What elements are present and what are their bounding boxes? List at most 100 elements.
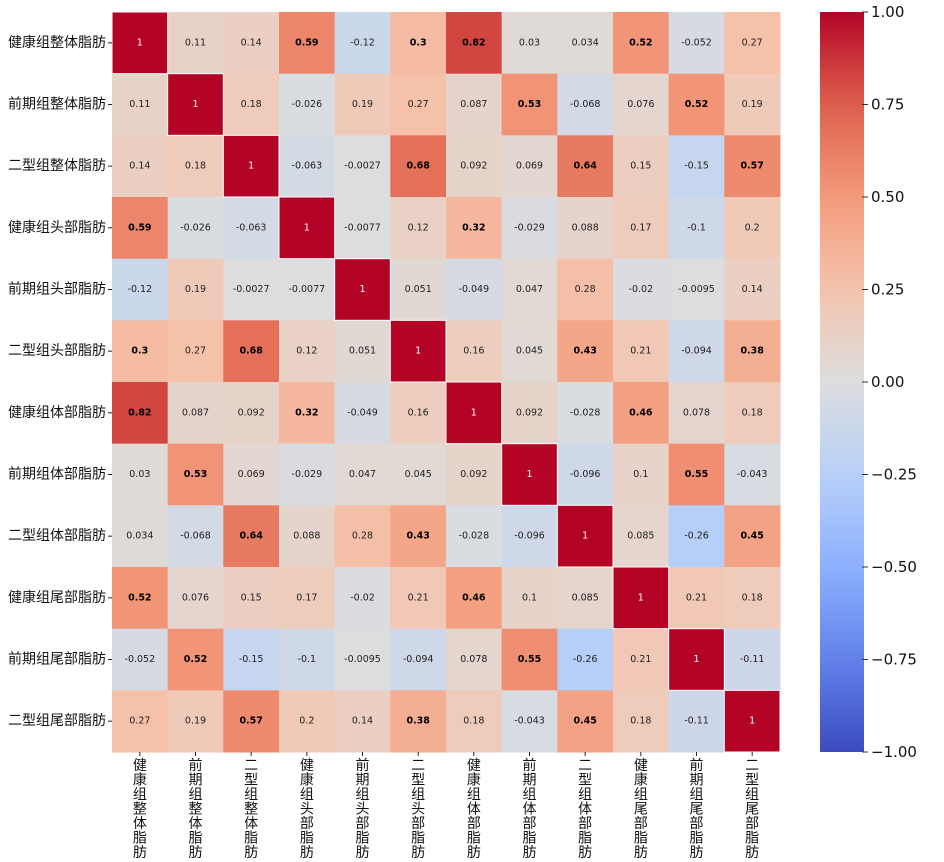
- heatmap-cell: [112, 443, 169, 506]
- heatmap-cell: [557, 73, 614, 136]
- heatmap-cell: [613, 258, 670, 321]
- cell-value-label: -0.094: [403, 654, 434, 665]
- cell-value-label: 0.076: [627, 99, 654, 110]
- heatmap-cell: [334, 12, 391, 75]
- cell-value-label: -0.063: [292, 161, 323, 172]
- cell-value-label: 0.1: [633, 469, 648, 480]
- cell-value-label: -0.0027: [233, 284, 270, 295]
- cell-value-label: 0.52: [184, 654, 207, 665]
- heatmap-cell: [446, 320, 503, 383]
- cell-value-label: 0.03: [129, 469, 150, 480]
- cell-value-label: 0.17: [630, 222, 651, 233]
- heatmap-cell: [557, 567, 614, 630]
- y-tick-label: 二型组整体脂肪: [8, 158, 106, 174]
- heatmap-cell: [279, 73, 336, 136]
- y-tick-label: 前期组头部脂肪: [8, 281, 106, 298]
- x-tick-label: 健康组体部脂肪: [467, 758, 481, 861]
- heatmap-cell: [724, 690, 781, 753]
- diagonal-cell-outline: [334, 258, 391, 321]
- heatmap-cell: [613, 197, 670, 260]
- heatmap-cell: [167, 73, 224, 136]
- cell-value-label: 0.59: [295, 37, 318, 48]
- cell-value-label: 0.19: [185, 716, 206, 727]
- cell-value-label: 0.16: [463, 346, 484, 357]
- x-tick-label: 前期组头部脂肪: [356, 757, 370, 861]
- cell-value-label: 0.2: [745, 222, 760, 233]
- heatmap-cell: [446, 628, 503, 691]
- cell-value-label: -0.029: [292, 469, 323, 480]
- heatmap-cell: [390, 628, 447, 691]
- heatmap-cell: [223, 690, 280, 753]
- cell-value-label: 0.18: [630, 716, 651, 727]
- heatmap-cell: [334, 690, 391, 753]
- cell-value-label: 0.14: [241, 37, 262, 48]
- heatmap-cell: [390, 690, 447, 753]
- x-tick-label: 前期组体部脂肪: [523, 757, 537, 861]
- heatmap-cell: [223, 505, 280, 568]
- y-tick-label: 健康组尾部脂肪: [8, 589, 106, 606]
- cell-value-label: 0.28: [575, 284, 596, 295]
- heatmap-cell: [167, 12, 224, 75]
- heatmap-cell: [724, 628, 781, 691]
- cell-value-label: 0.32: [462, 222, 485, 233]
- cell-value-label: -0.02: [629, 284, 654, 295]
- heatmap-cell: [112, 567, 169, 630]
- cell-value-label: 0.087: [460, 99, 487, 110]
- y-tick-label: 健康组头部脂肪: [8, 219, 106, 236]
- heatmap-cell: [501, 73, 558, 136]
- y-tick-label: 前期组体部脂肪: [8, 466, 106, 483]
- cell-value-label: 0.21: [408, 592, 429, 603]
- x-tick-label: 二型组头部脂肪: [411, 758, 425, 861]
- cell-value-label: 0.092: [460, 161, 487, 172]
- cell-value-label: 0.43: [406, 531, 429, 542]
- heatmap-cell: [668, 320, 725, 383]
- heatmap-cell: [279, 135, 336, 198]
- cell-value-label: 0.18: [185, 161, 206, 172]
- cell-value-label: 0.085: [572, 592, 599, 603]
- heatmap-cell: [557, 320, 614, 383]
- cell-value-label: -0.0077: [288, 284, 325, 295]
- heatmap-cell: [112, 382, 169, 445]
- cell-value-label: -0.12: [128, 284, 153, 295]
- cell-value-label: 0.14: [129, 161, 150, 172]
- colorbar-tick-label: 0.00: [871, 373, 904, 391]
- heatmap-cell: [557, 690, 614, 753]
- heatmap-cell: [724, 135, 781, 198]
- y-tick-label: 二型组头部脂肪: [8, 343, 106, 359]
- cell-value-label: -0.026: [180, 222, 211, 233]
- heatmap-cell: [279, 628, 336, 691]
- cell-value-label: 0.82: [462, 37, 485, 48]
- cell-value-label: -0.0095: [344, 654, 381, 665]
- heatmap-cell: [334, 197, 391, 260]
- cell-value-label: 0.069: [238, 469, 265, 480]
- cell-value-label: -0.049: [347, 407, 378, 418]
- heatmap-cell: [668, 628, 725, 691]
- diagonal-cell-outline: [556, 504, 614, 568]
- heatmap-cell: [223, 628, 280, 691]
- heatmap-cell: [334, 135, 391, 198]
- cell-value-label: 0.11: [129, 99, 150, 110]
- cell-value-label: 0.092: [238, 407, 265, 418]
- y-tick-label: 健康组整体脂肪: [8, 34, 106, 51]
- heatmap-cell: [668, 690, 725, 753]
- cell-value-label: -0.028: [570, 407, 601, 418]
- heatmap-cell: [613, 690, 670, 753]
- cell-value-label: 0.21: [686, 592, 707, 603]
- x-tick-label: 健康组尾部脂肪: [634, 758, 648, 861]
- cell-value-label: -0.052: [125, 654, 156, 665]
- heatmap-cell: [446, 12, 503, 75]
- heatmap-cell: [446, 690, 503, 753]
- heatmap-cell: [223, 320, 280, 383]
- cell-value-label: 0.14: [742, 284, 763, 295]
- heatmap-cell: [501, 12, 558, 75]
- cell-value-label: 0.19: [185, 284, 206, 295]
- heatmap-cell: [557, 135, 614, 198]
- heatmap-cell: [167, 135, 224, 198]
- heatmap-cell: [279, 690, 336, 753]
- cell-value-label: 1: [693, 654, 699, 665]
- heatmap-cell: [167, 382, 224, 445]
- heatmap-cell: [724, 567, 781, 630]
- heatmap-cell: [501, 197, 558, 260]
- cell-value-label: 0.092: [516, 407, 543, 418]
- cell-value-label: 0.27: [408, 99, 429, 110]
